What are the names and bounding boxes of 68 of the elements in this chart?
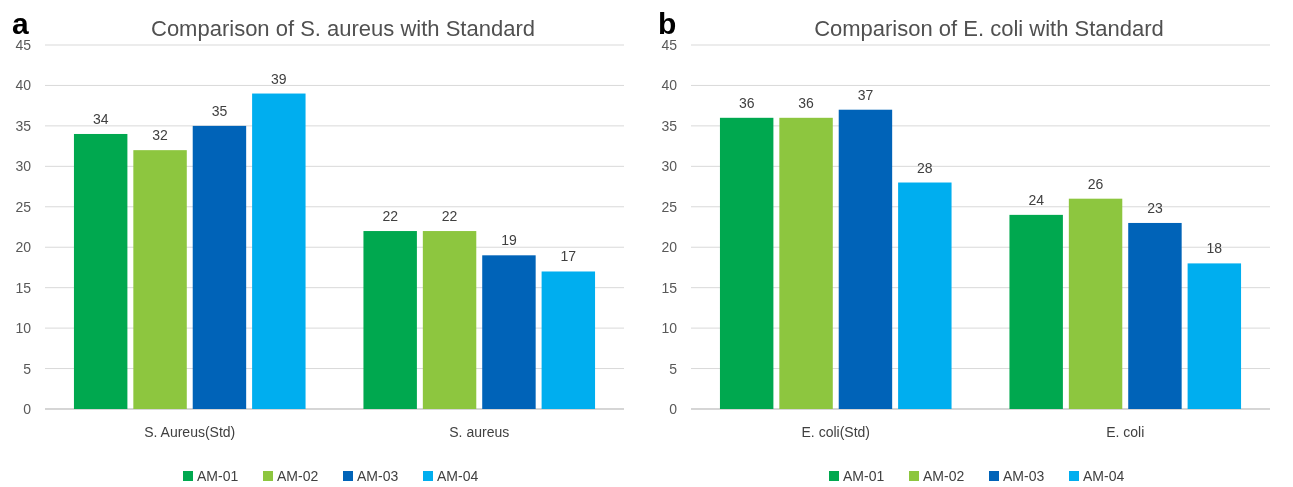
bar — [779, 117, 833, 409]
y-tick-label: 25 — [661, 198, 678, 215]
y-tick-label: 20 — [15, 239, 32, 256]
data-label: 28 — [917, 159, 933, 176]
y-tick-label: 5 — [669, 360, 678, 377]
bar — [838, 109, 893, 409]
chart-title: Comparison of S. aureus with Standard — [151, 16, 535, 41]
y-tick-label: 40 — [661, 77, 678, 94]
bar — [252, 93, 306, 409]
chart-title: Comparison of E. coli with Standard — [814, 16, 1164, 41]
data-label: 36 — [798, 94, 815, 111]
bar — [73, 133, 128, 409]
text: b — [658, 7, 677, 40]
data-label: 19 — [501, 232, 517, 249]
y-tick-label: 35 — [15, 117, 32, 134]
data-label: 22 — [382, 208, 399, 225]
y-tick-label: 10 — [661, 320, 678, 337]
bar — [482, 255, 536, 409]
data-label: 23 — [1147, 199, 1163, 216]
legend-label: AM-04 — [1083, 468, 1125, 484]
bar — [422, 231, 477, 409]
y-tick-label: 15 — [661, 279, 678, 296]
data-label: 18 — [1206, 240, 1223, 257]
x-tick-label: S. aureus — [449, 424, 510, 440]
data-label: 35 — [211, 102, 228, 119]
y-tick-label: 30 — [661, 158, 678, 175]
data-label: 24 — [1028, 191, 1045, 208]
legend-label: AM-03 — [1003, 468, 1045, 484]
bar — [898, 182, 952, 409]
legend-label: AM-02 — [277, 468, 319, 484]
data-label: 17 — [560, 248, 577, 265]
bar — [1128, 222, 1182, 409]
x-tick-label: E. coli — [1106, 424, 1145, 440]
data-label: 36 — [738, 94, 755, 111]
bar — [133, 150, 187, 409]
text: a — [12, 7, 29, 40]
legend-label: AM-02 — [923, 468, 965, 484]
y-tick-label: 10 — [15, 320, 32, 337]
y-tick-label: 35 — [661, 117, 678, 134]
data-label: 26 — [1087, 175, 1104, 192]
y-tick-label: 0 — [23, 401, 32, 417]
y-tick-label: 15 — [15, 279, 32, 296]
bar — [363, 231, 417, 409]
y-tick-label: 5 — [23, 360, 32, 377]
y-tick-label: 40 — [15, 77, 32, 94]
y-tick-label: 45 — [15, 37, 32, 53]
legend-label: AM-04 — [437, 468, 479, 484]
bar — [719, 117, 774, 409]
data-label: 39 — [271, 70, 287, 87]
bar — [192, 125, 247, 409]
legend-label: AM-03 — [357, 468, 399, 484]
bar — [1187, 263, 1242, 409]
legend-label: AM-01 — [843, 468, 885, 484]
y-tick-label: 20 — [661, 239, 678, 256]
data-label: 37 — [857, 86, 874, 103]
bar — [1068, 198, 1123, 409]
data-label: 32 — [152, 127, 169, 144]
data-label: 34 — [92, 110, 109, 127]
data-label: 22 — [441, 208, 458, 225]
x-tick-label: E. coli(Std) — [801, 424, 870, 440]
legend-label: AM-01 — [197, 468, 239, 484]
y-tick-label: 0 — [669, 401, 678, 417]
x-tick-label: S. Aureus(Std) — [144, 424, 236, 440]
y-tick-label: 45 — [661, 37, 678, 53]
bar — [1009, 214, 1063, 409]
y-tick-label: 30 — [15, 158, 32, 175]
bar — [541, 271, 596, 409]
y-tick-label: 25 — [15, 198, 32, 215]
